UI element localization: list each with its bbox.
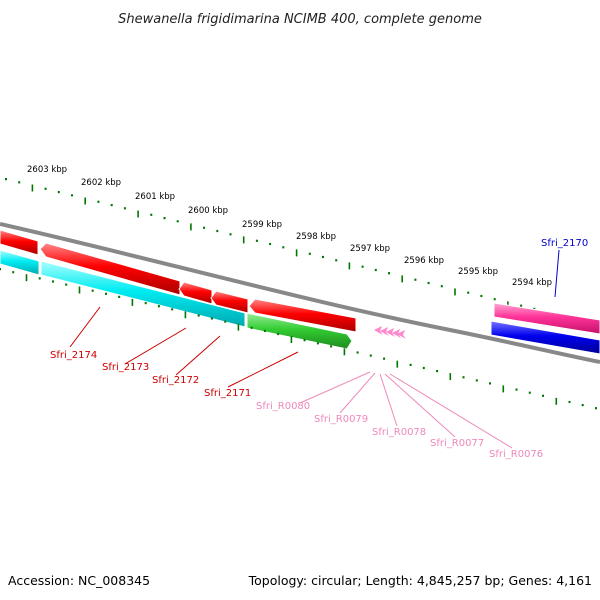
- leader-line: [299, 371, 371, 404]
- scale-tick-label: 2596 kbp: [404, 256, 444, 266]
- gene-arrow-pink[interactable]: [493, 302, 600, 335]
- topology-text: Topology: circular; Length: 4,845,257 bp…: [248, 573, 592, 588]
- scale-tick-label: 2594 kbp: [512, 278, 552, 288]
- trna-cluster: [374, 326, 406, 339]
- scale-labels: 2603 kbp 2602 kbp 2601 kbp 2600 kbp 2599…: [27, 165, 552, 288]
- scale-tick-label: 2603 kbp: [27, 165, 67, 175]
- gene-label-sfri-r0076[interactable]: Sfri_R0076: [489, 449, 543, 460]
- leader-line: [124, 327, 187, 365]
- scale-tick-label: 2597 kbp: [350, 244, 390, 254]
- forward-strand-genes: [0, 229, 357, 333]
- gene-arrow-red[interactable]: [178, 281, 213, 305]
- gene-label-sfri-r0077[interactable]: Sfri_R0077: [430, 438, 484, 449]
- gene-arrow-red[interactable]: [0, 229, 39, 256]
- scale-tick-label: 2598 kbp: [296, 232, 336, 242]
- outer-scale-ticks: [5, 178, 589, 323]
- gene-label-sfri-r0080[interactable]: Sfri_R0080: [256, 401, 310, 412]
- leader-line: [175, 335, 221, 376]
- accession-text: Accession: NC_008345: [8, 573, 150, 588]
- map-title: Shewanella frigidimarina NCIMB 400, comp…: [118, 12, 482, 27]
- leader-line: [554, 249, 560, 298]
- leader-line: [69, 306, 101, 348]
- gene-label-sfri-2174[interactable]: Sfri_2174: [50, 350, 97, 361]
- inner-scale-ticks: [0, 268, 597, 410]
- gene-label-sfri-2170[interactable]: Sfri_2170: [541, 238, 588, 249]
- gene-arrow-cyan[interactable]: [0, 249, 40, 276]
- gene-label-sfri-2173[interactable]: Sfri_2173: [102, 362, 149, 373]
- genome-backbone: [0, 222, 600, 364]
- gene-arrow-blue[interactable]: [490, 320, 600, 355]
- gene-arrow-red[interactable]: [248, 298, 357, 333]
- leader-line: [227, 351, 299, 388]
- trna-arrow[interactable]: [392, 329, 401, 338]
- gene-arrow-red[interactable]: [210, 290, 249, 314]
- leader-line: [339, 372, 376, 414]
- gene-arrow-cyan[interactable]: [40, 260, 246, 328]
- gene-label-sfri-2171[interactable]: Sfri_2171: [204, 388, 251, 399]
- leader-line: [384, 373, 456, 438]
- leader-line: [379, 373, 398, 427]
- trna-arrow[interactable]: [386, 328, 395, 337]
- scale-tick-label: 2601 kbp: [135, 192, 175, 202]
- scale-tick-label: 2599 kbp: [242, 220, 282, 230]
- gene-arrow-red[interactable]: [39, 242, 181, 296]
- trna-arrow[interactable]: [380, 327, 389, 336]
- trna-arrow[interactable]: [397, 330, 406, 339]
- right-side-genes: [490, 302, 600, 355]
- scale-tick-label: 2600 kbp: [188, 206, 228, 216]
- gene-labels: Sfri_2174 Sfri_2173 Sfri_2172 Sfri_2171 …: [50, 238, 588, 460]
- reverse-strand-genes: [0, 249, 353, 350]
- gene-label-sfri-r0079[interactable]: Sfri_R0079: [314, 414, 368, 425]
- gene-label-sfri-2172[interactable]: Sfri_2172: [152, 375, 199, 386]
- scale-tick-label: 2595 kbp: [458, 267, 498, 277]
- trna-arrow[interactable]: [374, 326, 383, 335]
- gene-arrow-green[interactable]: [246, 312, 353, 350]
- leader-line: [389, 373, 513, 449]
- label-leader-lines: [69, 249, 560, 449]
- scale-tick-label: 2602 kbp: [81, 178, 121, 188]
- gene-label-sfri-r0078[interactable]: Sfri_R0078: [372, 427, 426, 438]
